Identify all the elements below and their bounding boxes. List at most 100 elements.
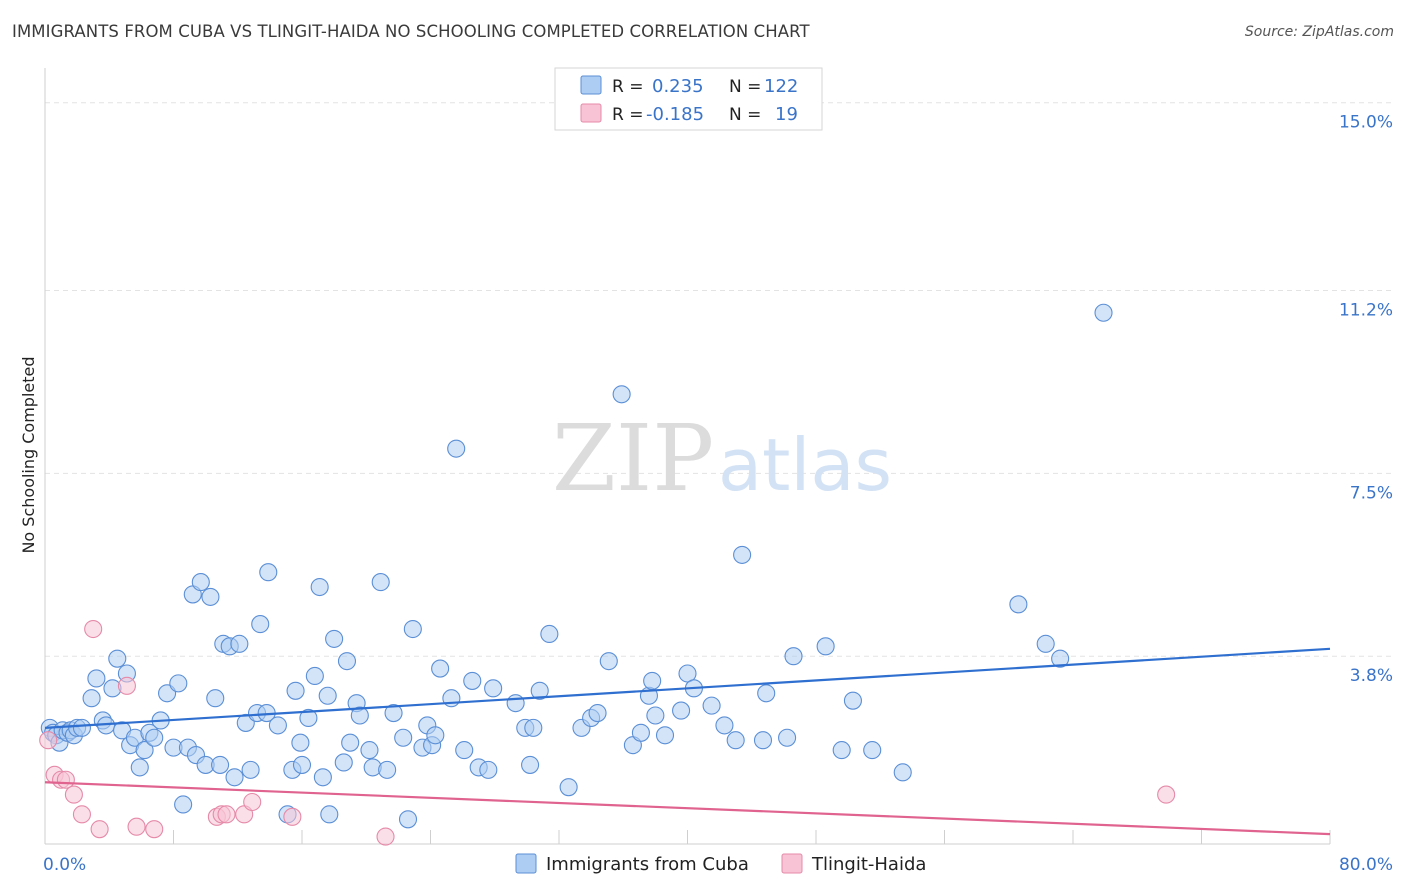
point-cuba [1009,595,1028,614]
bottom-legend-swatch-cuba [515,853,537,874]
point-cuba [426,726,445,745]
watermark-zip: ZIP [552,405,714,512]
point-cuba [530,681,549,700]
y-tick-label: 11.2% [1339,301,1393,321]
point-cuba [484,679,503,698]
point-cuba [72,718,91,737]
legend-n-value-1: 122 [764,76,798,97]
legend-r-value-1: 0.235 [652,76,704,97]
point-cuba [130,758,149,777]
point-cuba [524,718,543,737]
point-cuba [206,689,225,708]
y-axis-label: No Schooling Completed [19,356,38,553]
point-cuba [715,716,734,735]
trend-line-tlingit [44,781,1331,836]
point-cuba [612,385,631,404]
point-cuba [169,674,188,693]
point-tlingit [145,820,164,839]
point-cuba [360,741,379,760]
point-cuba [1094,303,1113,322]
x-tick-label: 0.0% [43,855,86,875]
point-cuba [1036,634,1055,653]
point-cuba [320,805,339,824]
legend-r-label-1: R = [612,77,643,97]
point-tlingit [243,792,262,812]
point-cuba [350,706,369,725]
axis-layer [44,68,1331,845]
point-cuba [241,760,260,779]
source-label: Source: ZipAtlas.com [1244,24,1394,40]
points-layer [39,303,1176,846]
point-tlingit [117,676,136,695]
point-tlingit [217,805,236,824]
point-cuba [378,760,397,779]
point-cuba [843,691,862,710]
trend-line-cuba [44,647,1331,729]
point-cuba [447,439,466,458]
point-cuba [431,659,450,678]
chart-title: IMMIGRANTS FROM CUBA VS TLINGIT-HAIDA NO… [12,22,810,41]
point-tlingit [376,827,395,846]
point-cuba [521,755,540,774]
bottom-legend-label-tlingit: Tlingit-Haida [811,854,926,875]
point-cuba [893,763,912,782]
legend-n-label-2: N = [729,105,761,125]
point-cuba [863,741,882,760]
point-cuba [341,733,360,752]
point-cuba [784,647,803,666]
point-cuba [82,689,101,708]
point-cuba [672,701,691,720]
point-cuba [778,728,797,747]
point-tlingit [283,807,302,826]
bottom-legend-label-cuba: Immigrants from Cuba [546,854,749,875]
point-cuba [313,768,332,787]
point-cuba [599,652,618,671]
point-cuba [291,733,310,752]
point-cuba [753,731,773,750]
point-cuba [225,768,244,787]
point-cuba [334,753,353,772]
point-cuba [702,696,721,715]
legend-n-value-2: 19 [775,104,798,125]
point-cuba [286,681,305,700]
ticks-layer: 3.8% 7.5% 11.2% 15.0% 0.0% 80.0% [43,113,1393,875]
point-tlingit [90,820,109,839]
point-cuba [463,671,482,690]
point-cuba [87,669,106,688]
point-cuba [757,684,776,703]
point-cuba [230,634,249,653]
point-cuba [403,619,422,639]
point-cuba [337,652,357,671]
point-tlingit [127,817,146,836]
point-cuba [268,716,287,735]
point-cuba [398,810,418,829]
point-tlingit [1157,785,1176,804]
legend-r-label-2: R = [612,105,643,125]
point-cuba [646,706,665,725]
point-cuba [559,778,578,797]
point-cuba [145,728,164,747]
legend: R = 0.235 N = 122 R = -0.185 N = 19 [554,67,823,131]
point-cuba [506,694,525,713]
point-cuba [292,755,312,774]
point-tlingit [84,619,103,639]
grid-layer [45,102,1395,657]
y-tick-label: 7.5% [1350,483,1393,503]
point-cuba [726,731,745,750]
point-cuba [1051,649,1070,668]
legend-swatch-cuba [580,75,602,95]
point-cuba [299,708,318,728]
point-cuba [201,587,220,606]
point-cuba [655,726,675,745]
legend-r-value-2: -0.185 [646,104,704,125]
point-cuba [310,577,329,597]
point-cuba [384,703,403,723]
point-cuba [191,573,210,592]
point-cuba [108,649,127,668]
point-cuba [305,666,324,686]
legend-swatch-tlingit [580,103,602,123]
point-cuba [211,755,230,774]
point-cuba [479,760,498,779]
y-tick-label: 15.0% [1339,113,1393,133]
